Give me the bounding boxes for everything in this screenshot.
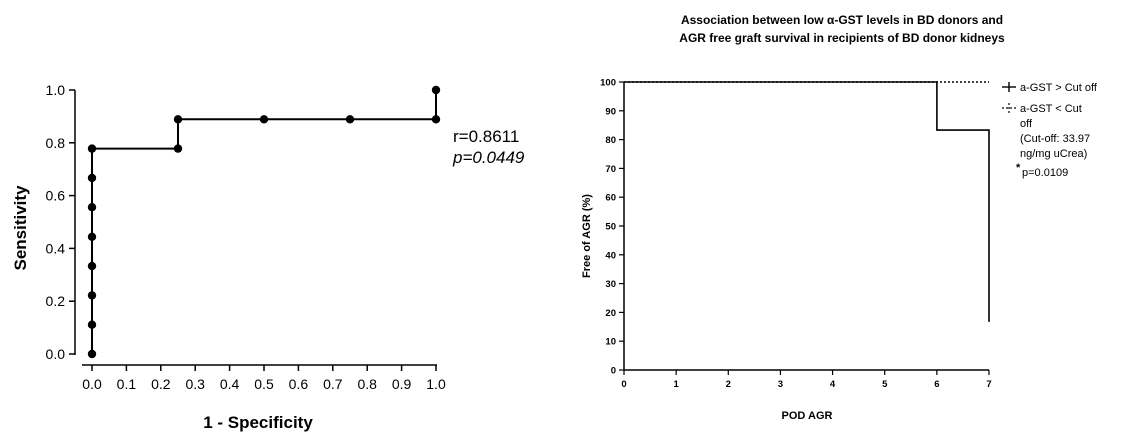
roc-y-tick-label: 0.0: [46, 346, 66, 362]
roc-point: [259, 115, 269, 124]
roc-y-ticks: 0.0 0.2 0.4 0.6 0.8 1.0: [46, 82, 75, 362]
legend-symbol-low: [1002, 103, 1016, 113]
km-x-tick-label: 1: [673, 379, 679, 390]
km-y-tick-label: 60: [605, 193, 616, 204]
km-chart: Association between low α-GST levels in …: [581, 13, 1098, 422]
roc-x-tick-label: 1.0: [426, 376, 446, 392]
roc-r-annotation: r=0.8611: [453, 127, 519, 146]
km-x-tick-label: 5: [882, 379, 888, 390]
km-x-tick-label: 7: [986, 379, 991, 390]
roc-x-ticks: 0.0 0.1 0.2 0.3 0.4 0.5 0.6 0.7 0.8 0.9 1.0: [82, 365, 446, 392]
roc-point: [87, 203, 97, 212]
km-y-tick-label: 0: [611, 366, 616, 377]
roc-point: [87, 261, 97, 271]
roc-chart: 0.0 0.2 0.4 0.6 0.8 1.0 0.0 0.1 0.2 0.3 0.4 0.5 0.6…: [11, 82, 525, 432]
km-title-line2: AGR free graft survival in recipients of…: [679, 31, 1005, 45]
roc-x-tick-label: 0.6: [289, 376, 309, 392]
roc-points: [87, 85, 441, 359]
roc-point: [173, 115, 183, 124]
legend-label-low: a-GST < Cut: [1020, 103, 1082, 115]
roc-point: [87, 349, 97, 359]
km-x-tick-label: 0: [621, 379, 626, 390]
km-x-tick-label: 6: [934, 379, 939, 390]
roc-x-tick-label: 0.4: [220, 376, 240, 392]
km-x-tick-label: 2: [726, 379, 731, 390]
roc-p-annotation: p=0.0449: [452, 148, 525, 167]
roc-y-tick-label: 1.0: [46, 82, 66, 98]
km-y-tick-label: 50: [605, 222, 616, 233]
roc-point: [345, 115, 355, 124]
legend-label-high: a-GST > Cut off: [1020, 82, 1098, 94]
km-y-tick-label: 100: [600, 78, 616, 89]
roc-point: [173, 144, 183, 153]
km-x-ticks: 0 1 2 3 4 5 6 7: [621, 370, 992, 390]
legend-label-low-cont: off: [1020, 118, 1033, 130]
roc-y-tick-label: 0.4: [46, 240, 66, 256]
roc-point: [87, 291, 97, 300]
roc-x-tick-label: 0.1: [117, 376, 137, 392]
roc-point: [87, 320, 97, 329]
roc-x-tick-label: 0.3: [185, 376, 205, 392]
km-y-axis-label: Free of AGR (%): [581, 194, 593, 278]
km-legend: a-GST > Cut off a-GST < Cut off (Cut-off…: [1002, 82, 1098, 179]
km-x-tick-label: 3: [778, 379, 783, 390]
km-title-line1: Association between low α-GST levels in …: [681, 13, 1003, 27]
km-y-tick-label: 20: [605, 308, 616, 319]
km-y-tick-label: 40: [605, 250, 616, 261]
km-x-axis-label: POD AGR: [782, 410, 833, 422]
km-series-high-line: [624, 81, 990, 322]
roc-point: [87, 232, 97, 241]
km-y-tick-label: 10: [605, 337, 616, 348]
legend-symbol-high: [1002, 82, 1016, 92]
roc-point: [431, 85, 441, 95]
legend-cutoff-line2: ng/mg uCrea): [1020, 148, 1087, 160]
roc-y-tick-label: 0.6: [46, 188, 66, 204]
km-y-tick-label: 80: [605, 135, 616, 146]
roc-x-tick-label: 0.2: [151, 376, 171, 392]
legend-pvalue: p=0.0109: [1022, 167, 1068, 179]
km-y-ticks: 0 10 20 30 40 50 60 70 80 90 100: [600, 78, 624, 377]
roc-x-axis-label: 1 - Specificity: [203, 413, 313, 432]
km-y-tick-label: 90: [605, 106, 616, 117]
roc-x-tick-label: 0.0: [82, 376, 102, 392]
roc-x-tick-label: 0.7: [323, 376, 343, 392]
roc-point: [87, 173, 97, 183]
roc-y-tick-label: 0.2: [46, 293, 66, 309]
roc-point: [87, 144, 97, 153]
roc-y-axis-label: Sensitivity: [11, 185, 30, 271]
roc-x-tick-label: 0.9: [392, 376, 412, 392]
km-x-tick-label: 4: [830, 379, 836, 390]
km-y-tick-label: 30: [605, 279, 616, 290]
roc-x-tick-label: 0.5: [254, 376, 274, 392]
roc-y-tick-label: 0.8: [46, 135, 66, 151]
legend-cutoff-line1: (Cut-off: 33.97: [1020, 133, 1090, 145]
roc-x-tick-label: 0.8: [357, 376, 377, 392]
roc-curve-line: [91, 90, 437, 354]
legend-star: *: [1016, 162, 1021, 174]
roc-point: [431, 115, 441, 124]
km-y-tick-label: 70: [605, 164, 616, 175]
